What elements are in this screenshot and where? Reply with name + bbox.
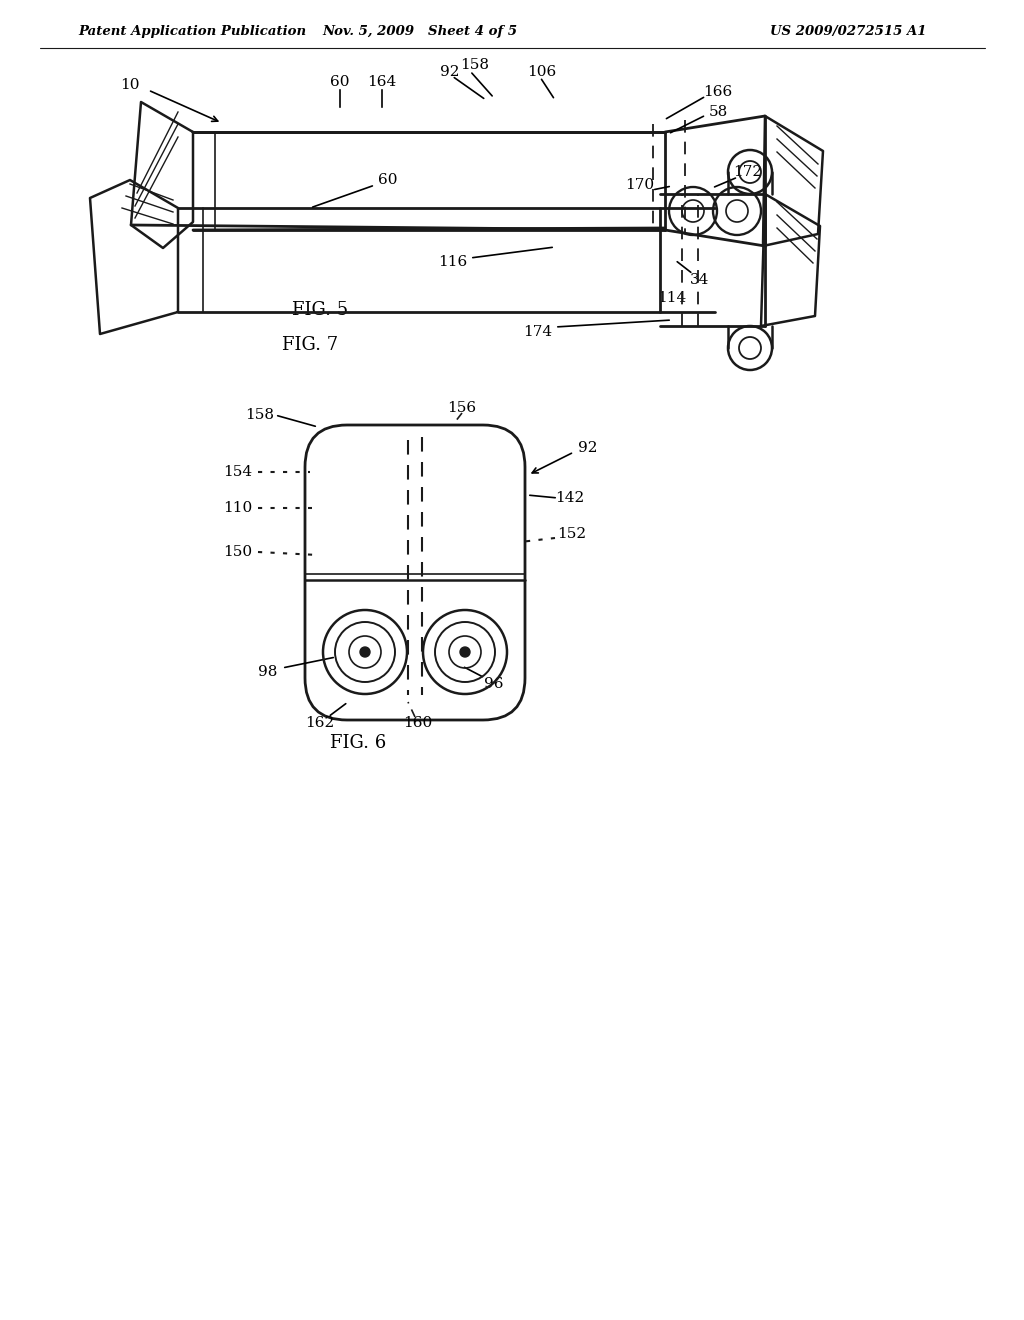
Text: 92: 92: [579, 441, 598, 455]
Text: 58: 58: [709, 106, 728, 119]
Text: 170: 170: [626, 178, 654, 191]
Text: 96: 96: [484, 677, 504, 690]
Text: 158: 158: [246, 408, 274, 422]
Text: FIG. 7: FIG. 7: [282, 337, 338, 354]
Text: 158: 158: [461, 58, 489, 73]
Circle shape: [460, 647, 470, 657]
Text: 172: 172: [733, 165, 763, 180]
Text: 152: 152: [557, 527, 587, 541]
Text: Nov. 5, 2009   Sheet 4 of 5: Nov. 5, 2009 Sheet 4 of 5: [323, 25, 517, 38]
Text: 142: 142: [555, 491, 585, 506]
Text: US 2009/0272515 A1: US 2009/0272515 A1: [770, 25, 927, 38]
FancyBboxPatch shape: [305, 425, 525, 719]
Text: 150: 150: [223, 545, 253, 558]
Text: FIG. 5: FIG. 5: [292, 301, 348, 319]
Text: 110: 110: [223, 502, 253, 515]
Text: 160: 160: [403, 715, 432, 730]
Text: 98: 98: [258, 665, 278, 678]
Text: 174: 174: [523, 325, 553, 339]
Text: 60: 60: [378, 173, 397, 187]
Text: 116: 116: [438, 255, 468, 269]
Text: 10: 10: [120, 78, 139, 92]
Text: 34: 34: [690, 273, 710, 286]
Text: 164: 164: [368, 75, 396, 88]
Text: 60: 60: [331, 75, 350, 88]
Text: 162: 162: [305, 715, 335, 730]
Text: 92: 92: [440, 65, 460, 79]
Text: 156: 156: [447, 401, 476, 414]
Text: 154: 154: [223, 465, 253, 479]
Text: 114: 114: [657, 290, 687, 305]
Text: FIG. 6: FIG. 6: [330, 734, 386, 752]
Circle shape: [360, 647, 370, 657]
Text: Patent Application Publication: Patent Application Publication: [78, 25, 306, 38]
Text: 106: 106: [527, 65, 557, 79]
Text: 166: 166: [703, 84, 732, 99]
